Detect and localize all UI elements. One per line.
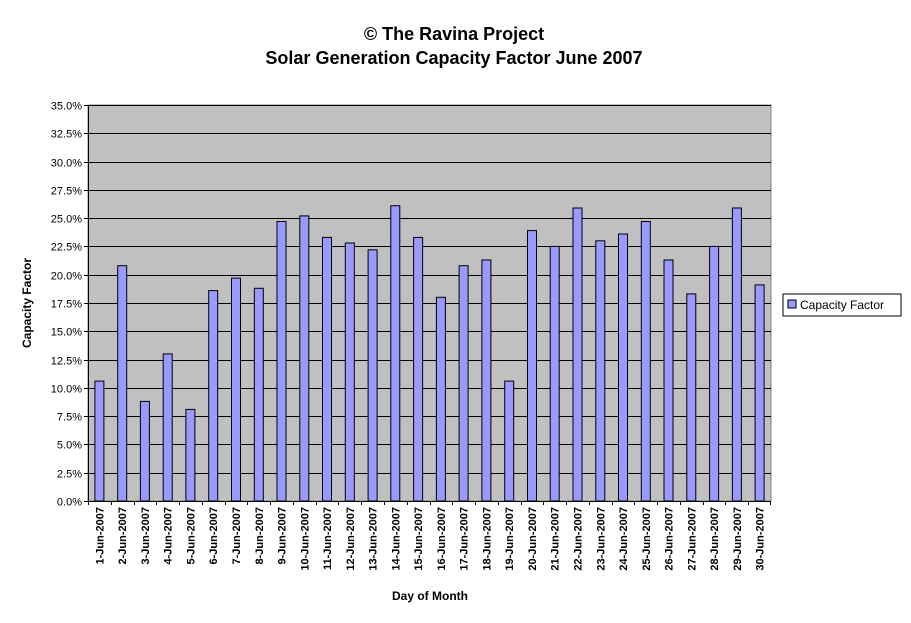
x-tick-label: 4-Jun-2007 (163, 507, 175, 564)
x-tick-label: 20-Jun-2007 (527, 507, 539, 571)
chart-title-line1: © The Ravina Project (364, 24, 544, 44)
bar (754, 284, 765, 502)
x-tick-label: 26-Jun-2007 (664, 507, 676, 571)
legend-box (782, 293, 902, 317)
y-tick-label: 20.0% (51, 271, 82, 283)
bar (549, 245, 560, 502)
x-tick-label: 25-Jun-2007 (641, 507, 653, 571)
x-tick-label: 23-Jun-2007 (595, 507, 607, 571)
gridlines (88, 105, 771, 474)
y-tick-label: 30.0% (51, 158, 82, 170)
x-tick-label: 16-Jun-2007 (436, 507, 448, 571)
x-tick-label: 18-Jun-2007 (481, 507, 493, 571)
x-tick-label: 17-Jun-2007 (459, 507, 471, 571)
bar (208, 290, 219, 502)
y-tick-label: 32.5% (51, 129, 82, 141)
x-tick-label: 9-Jun-2007 (277, 507, 289, 564)
x-tick-label: 15-Jun-2007 (413, 507, 425, 571)
bar (367, 249, 378, 502)
bar (709, 245, 720, 502)
bar (231, 277, 241, 502)
x-axis-title: Day of Month (392, 589, 468, 603)
bar (458, 265, 469, 502)
bar (572, 207, 583, 502)
bar (162, 353, 173, 502)
x-tick-label: 28-Jun-2007 (709, 507, 721, 571)
y-tick-label: 2.5% (57, 469, 82, 481)
y-tick-label: 27.5% (51, 186, 82, 198)
x-axis-ticks: 1-Jun-2007 2-Jun-2007 3-Jun-2007 4-Jun-2007… (88, 501, 771, 571)
y-axis-ticks: 0.0% 2.5% 5.0% 7.5% 10.0% 12.5% 15.0% 17.5% 20.0… (51, 101, 89, 509)
bar (139, 400, 150, 502)
x-tick-label: 6-Jun-2007 (208, 507, 220, 564)
x-tick-label: 13-Jun-2007 (368, 507, 380, 571)
x-tick-label: 21-Jun-2007 (550, 507, 562, 571)
x-tick-label: 19-Jun-2007 (504, 507, 516, 571)
y-tick-label: 17.5% (51, 299, 82, 311)
x-tick-label: 22-Jun-2007 (573, 507, 585, 571)
y-tick-label: 10.0% (51, 384, 82, 396)
x-tick-label: 1-Jun-2007 (94, 507, 106, 564)
x-tick-label: 10-Jun-2007 (299, 507, 311, 571)
bar (595, 240, 606, 502)
y-tick-label: 35.0% (51, 101, 82, 113)
x-tick-label: 2-Jun-2007 (117, 507, 129, 564)
bar (527, 230, 537, 502)
x-tick-label: 24-Jun-2007 (618, 507, 630, 571)
bar (344, 242, 355, 502)
y-tick-label: 12.5% (51, 356, 82, 368)
x-tick-label: 29-Jun-2007 (732, 507, 744, 571)
legend-swatch (787, 299, 797, 309)
x-tick-label: 14-Jun-2007 (390, 507, 402, 571)
bar (117, 265, 128, 502)
bar (276, 221, 287, 502)
bar (663, 259, 674, 502)
y-tick-label: 25.0% (51, 214, 82, 226)
x-tick-label: 7-Jun-2007 (231, 507, 243, 564)
y-axis-title: Capacity Factor (20, 258, 34, 348)
legend-label: Capacity Factor (800, 298, 884, 312)
x-tick-label: 8-Jun-2007 (254, 507, 266, 564)
bar (435, 296, 446, 502)
bar (413, 236, 424, 502)
chart-title-line2: Solar Generation Capacity Factor June 20… (265, 48, 642, 68)
bar (185, 408, 196, 502)
legend: Capacity Factor (782, 293, 902, 317)
x-tick-label: 27-Jun-2007 (686, 507, 698, 571)
y-tick-label: 7.5% (57, 412, 82, 424)
bar (731, 207, 742, 502)
bar (253, 287, 264, 502)
x-tick-label: 5-Jun-2007 (185, 507, 197, 564)
bar (686, 293, 697, 502)
bar (94, 380, 105, 502)
bar (481, 259, 492, 502)
y-tick-label: 22.5% (51, 242, 82, 254)
y-tick-label: 0.0% (57, 497, 82, 509)
bar (390, 205, 401, 502)
bars (94, 205, 765, 502)
x-tick-label: 30-Jun-2007 (755, 507, 767, 571)
bar (322, 236, 332, 502)
x-tick-label: 12-Jun-2007 (345, 507, 357, 571)
bar (504, 380, 515, 502)
bar (299, 215, 310, 502)
bar (618, 233, 628, 502)
y-tick-label: 15.0% (51, 327, 82, 339)
bar (640, 221, 651, 502)
y-tick-label: 5.0% (57, 440, 82, 452)
x-tick-label: 11-Jun-2007 (322, 507, 334, 570)
x-tick-label: 3-Jun-2007 (140, 507, 152, 564)
